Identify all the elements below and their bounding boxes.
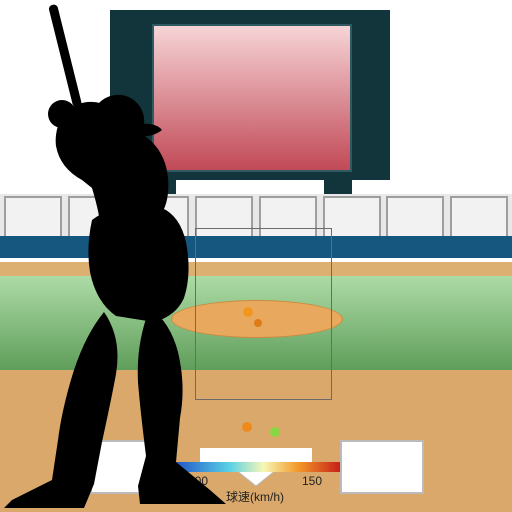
pitch-marker [254,319,262,327]
colorbar-ticks: 100 150 [188,474,322,488]
pitch-marker [270,427,280,437]
speed-colorbar-legend: 100 150 球速(km/h) [170,460,340,504]
strike-zone [195,228,332,400]
colorbar-tick-min: 100 [188,474,208,488]
colorbar-title: 球速(km/h) [170,488,340,505]
colorbar-tick-max: 150 [302,474,322,488]
pitch-location-chart: 100 150 球速(km/h) [0,0,512,512]
colorbar-icon [170,460,340,474]
pitch-marker [242,422,252,432]
pitch-marker [243,307,253,317]
